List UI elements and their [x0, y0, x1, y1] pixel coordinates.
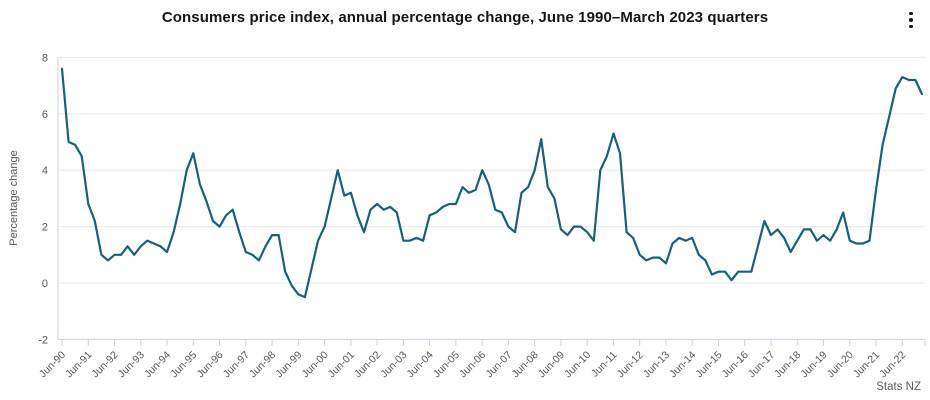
x-axis-tick-label: Jun-07 [483, 349, 514, 380]
x-axis-tick-label: Jun-90 [37, 349, 68, 380]
x-axis-tick-label: Jun-92 [89, 349, 120, 380]
x-axis-tick-label: Jun-99 [273, 349, 304, 380]
x-axis-tick-label: Jun-04 [405, 349, 436, 380]
x-axis-tick-label: Jun-06 [457, 349, 488, 380]
x-axis-tick-label: Jun-95 [168, 349, 199, 380]
x-axis-tick-label: Jun-16 [720, 349, 751, 380]
x-axis-tick-label: Jun-00 [300, 349, 331, 380]
x-axis-tick-label: Jun-21 [851, 349, 882, 380]
x-axis-tick-label: Jun-09 [536, 349, 567, 380]
y-axis-title: Percentage change [8, 150, 20, 245]
x-axis-tick-label: Jun-97 [221, 349, 252, 380]
x-axis-tick-label: Jun-93 [116, 349, 147, 380]
x-axis-tick-label: Jun-22 [877, 349, 908, 380]
x-axis-tick-label: Jun-20 [825, 349, 856, 380]
x-axis-tick-label: Jun-96 [194, 349, 225, 380]
y-axis-tick-label: 6 [42, 109, 48, 121]
x-axis-tick-label: Jun-18 [772, 349, 803, 380]
x-axis-tick-label: Jun-05 [431, 349, 462, 380]
y-axis-tick-label: -2 [38, 334, 48, 346]
y-axis-tick-label: 8 [42, 52, 48, 64]
kebab-menu-icon [909, 24, 913, 29]
x-axis-tick-label: Jun-94 [142, 349, 173, 380]
y-axis-tick-label: 4 [42, 165, 48, 177]
x-axis-tick-label: Jun-02 [352, 349, 383, 380]
attribution: Stats NZ [876, 381, 921, 393]
x-axis-tick-label: Jun-11 [589, 349, 620, 380]
x-axis-tick-label: Jun-01 [326, 349, 357, 380]
x-axis-tick-label: Jun-91 [63, 349, 94, 380]
x-axis-tick-label: Jun-10 [562, 349, 593, 380]
kebab-menu-button[interactable] [902, 7, 920, 33]
x-axis-tick-label: Jun-15 [693, 349, 724, 380]
chart-title: Consumers price index, annual percentage… [161, 9, 769, 26]
x-axis-tick-label: Jun-12 [615, 349, 646, 380]
y-axis-tick-label: 0 [42, 278, 48, 290]
cpi-series-line[interactable] [60, 67, 924, 299]
x-axis-tick-label: Jun-17 [746, 349, 777, 380]
x-axis-tick-label: Jun-13 [641, 349, 672, 380]
x-axis-tick-label: Jun-03 [378, 349, 409, 380]
kebab-menu-icon [909, 11, 913, 16]
y-axis-tick-label: 2 [42, 222, 48, 234]
x-axis-tick-label: Jun-98 [247, 349, 278, 380]
x-axis-tick-label: Jun-14 [667, 349, 698, 380]
x-axis-tick-label: Jun-08 [510, 349, 541, 380]
kebab-menu-icon [909, 18, 913, 22]
x-axis-tick-label: Jun-19 [798, 349, 829, 380]
